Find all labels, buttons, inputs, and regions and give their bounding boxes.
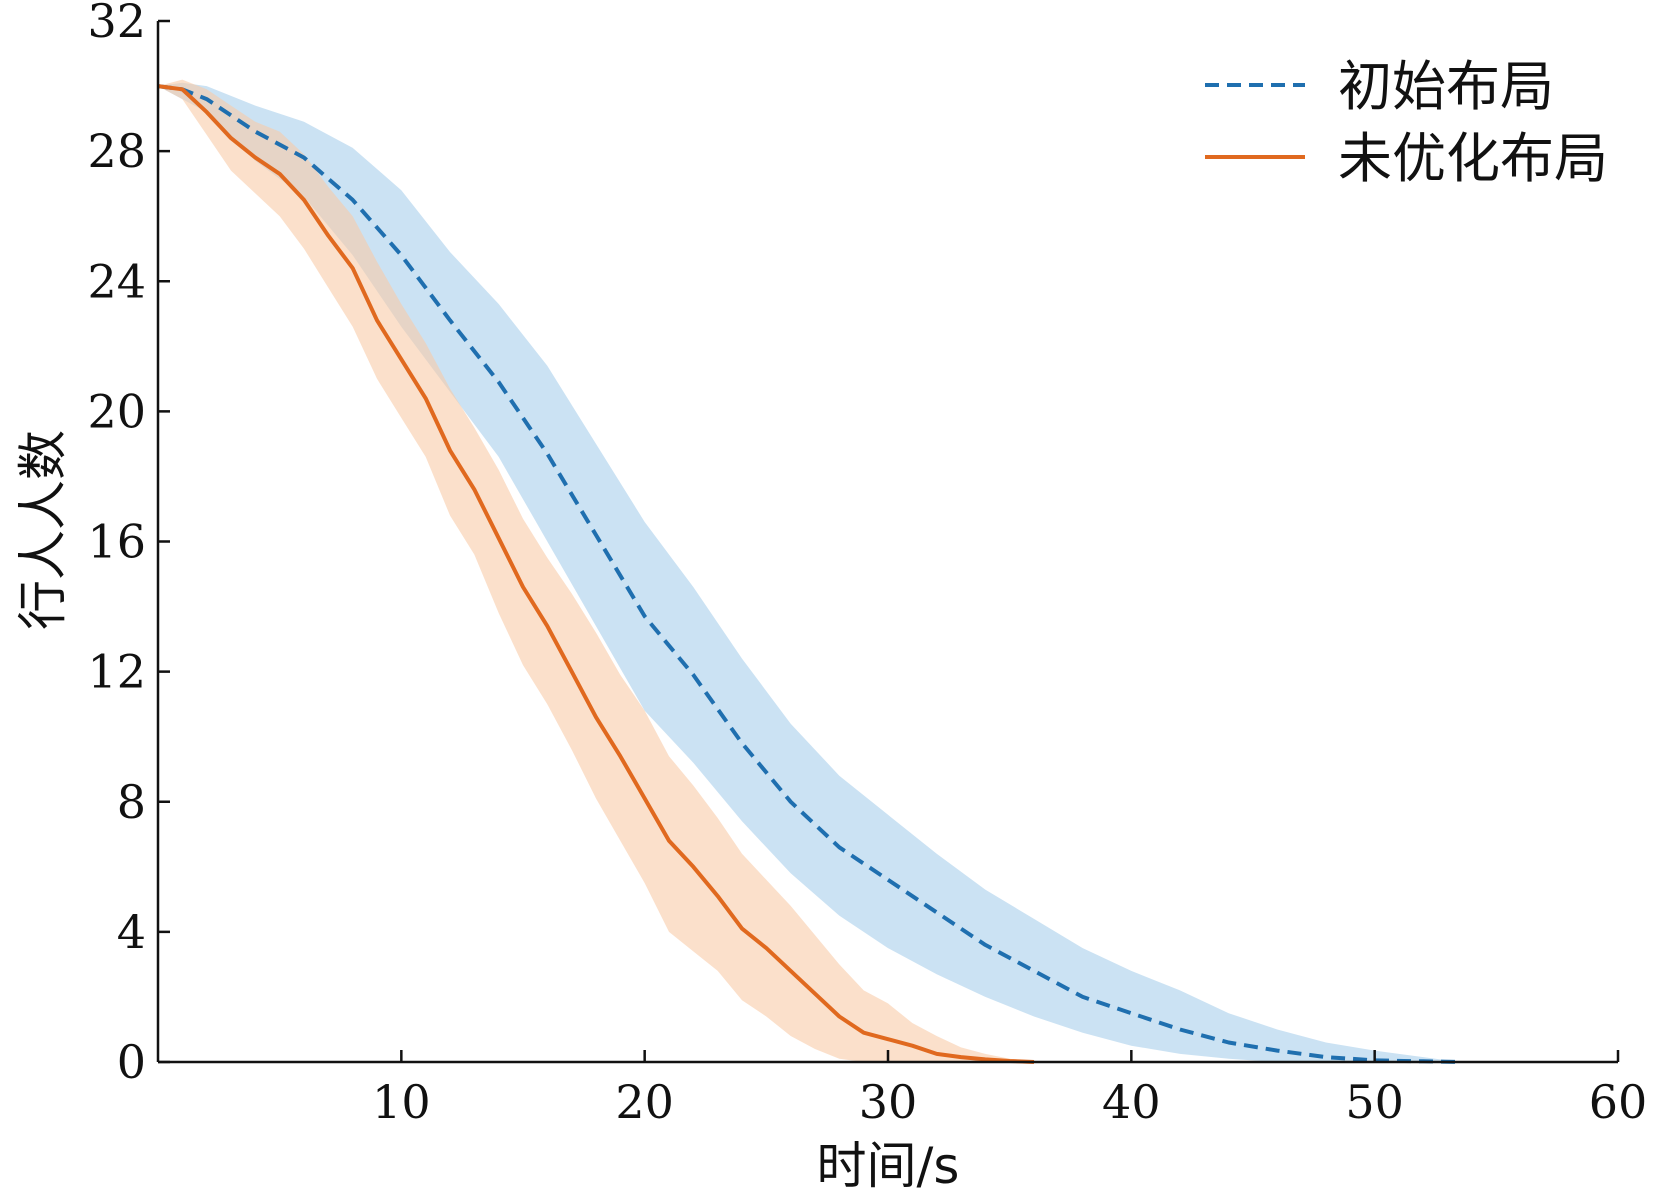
legend-label-unoptimized: 未优化布局 bbox=[1338, 127, 1608, 190]
x-tick-label: 20 bbox=[615, 1075, 674, 1129]
x-axis-title: 时间/s bbox=[817, 1137, 960, 1192]
legend-label-initial: 初始布局 bbox=[1338, 55, 1554, 118]
series-1-line bbox=[157, 84, 1035, 1064]
y-tick-label: 8 bbox=[117, 775, 146, 829]
x-tick-label: 40 bbox=[1102, 1075, 1161, 1129]
confidence-bands bbox=[158, 79, 1460, 1063]
y-tick-label: 20 bbox=[87, 384, 146, 438]
y-tick-label: 32 bbox=[87, 0, 146, 48]
x-tick-label: 60 bbox=[1589, 1075, 1648, 1129]
x-tick-label: 50 bbox=[1345, 1075, 1404, 1129]
series-0-line bbox=[157, 84, 1460, 1064]
y-tick-label: 28 bbox=[87, 124, 146, 178]
x-tick-label: 10 bbox=[372, 1075, 431, 1129]
y-tick-label: 24 bbox=[87, 254, 146, 308]
series-0-band bbox=[158, 82, 1460, 1063]
y-ticks: 0 4 8 12 16 20 24 28 32 bbox=[87, 0, 170, 1089]
y-tick-label: 4 bbox=[117, 905, 146, 959]
x-tick-label: 30 bbox=[859, 1075, 918, 1129]
y-axis-title: 行人人数 bbox=[14, 430, 72, 630]
series-1-band bbox=[158, 79, 1034, 1063]
x-ticks: 10 20 30 40 50 60 bbox=[372, 1050, 1647, 1129]
series-lines bbox=[157, 84, 1460, 1064]
y-tick-label: 12 bbox=[87, 645, 146, 699]
legend: 初始布局 未优化布局 bbox=[1205, 55, 1608, 190]
y-tick-label: 16 bbox=[87, 515, 146, 569]
y-tick-label: 0 bbox=[117, 1035, 146, 1089]
